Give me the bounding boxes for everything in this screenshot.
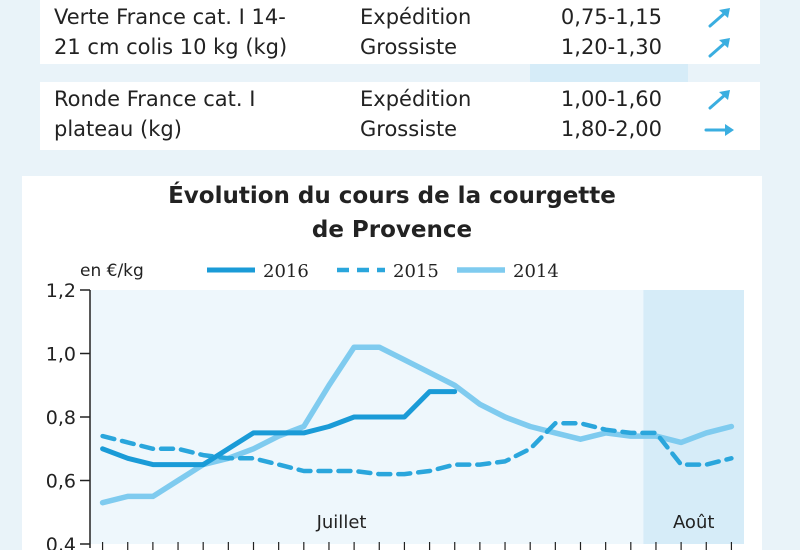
legend-label: 2014: [513, 261, 559, 282]
chart-plot: 0,4 0,6 0,8 1,0 1,2en €/kg Juillet Août 2016 201…: [46, 261, 744, 550]
arrow-head: [719, 8, 730, 18]
arrow-head: [725, 124, 734, 136]
product-label-line1: Verte France cat. I 14-: [54, 5, 286, 29]
trend-up-icon: [708, 8, 730, 28]
y-tick-label: 0,6: [46, 471, 76, 493]
price-range: 1,80-2,00: [560, 117, 662, 141]
series-line-2016: [100, 389, 458, 468]
product-label-line2: plateau (kg): [54, 117, 182, 141]
price-range: 1,00-1,60: [560, 87, 662, 111]
chart-title-line2: de Provence: [311, 217, 473, 243]
arrow-shaft: [708, 92, 728, 110]
product-label-line2: 21 cm colis 10 kg (kg): [54, 35, 288, 59]
y-tick-label: 1,2: [46, 280, 76, 302]
table-row: Ronde France cat. I plateau (kg) Expédit…: [40, 82, 760, 150]
trend-stable-icon: [704, 124, 734, 136]
y-axis-label: en €/kg: [80, 261, 144, 281]
market-type: Grossiste: [360, 117, 458, 141]
price-chart: Évolution du cours de la courgette de Pr…: [22, 176, 762, 550]
trend-up-icon: [708, 38, 730, 58]
y-tick-label: 1,0: [46, 344, 76, 366]
market-type: Grossiste: [360, 35, 458, 59]
y-tick-label: 0,4: [46, 534, 76, 550]
arrow-head: [719, 90, 730, 100]
period-label: Juillet: [316, 512, 367, 533]
price-range: 1,20-1,30: [560, 35, 662, 59]
legend-label: 2016: [263, 261, 309, 282]
y-tick-label: 0,8: [46, 407, 76, 429]
price-range: 0,75-1,15: [560, 5, 662, 29]
product-label-line1: Ronde France cat. I: [54, 87, 256, 111]
arrow-shaft: [708, 10, 728, 28]
trend-up-icon: [708, 90, 730, 110]
price-table: Verte France cat. I 14- 21 cm colis 10 k…: [40, 0, 760, 150]
table-row: Verte France cat. I 14- 21 cm colis 10 k…: [40, 0, 760, 64]
arrow-head: [719, 38, 730, 48]
legend-label: 2015: [393, 261, 439, 282]
market-type: Expédition: [360, 87, 472, 111]
chart-title-line1: Évolution du cours de la courgette: [168, 183, 616, 209]
arrow-shaft: [708, 40, 728, 58]
aout-band: [643, 290, 744, 544]
market-type: Expédition: [360, 5, 472, 29]
plot-area: [90, 290, 744, 544]
series-line-2015: [100, 421, 734, 477]
period-label: Août: [673, 512, 714, 533]
